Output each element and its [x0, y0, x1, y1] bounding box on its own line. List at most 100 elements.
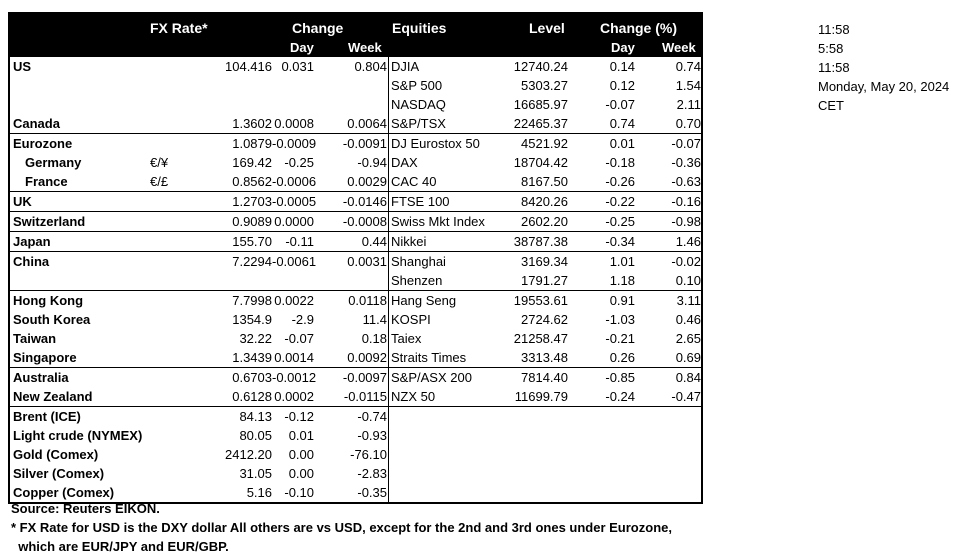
cell-eq-day: -0.07: [605, 97, 635, 112]
cell-equity: S&P 500: [391, 78, 443, 93]
cell-fx-day: -0.11: [285, 234, 314, 249]
table-row: Eurozone 1.0879 -0.0009 -0.0091 DJ Eurostox …: [10, 133, 701, 153]
cell-level: 4521.92: [521, 136, 568, 151]
market-data-table: FX Rate* Change Day Week Equities Level …: [8, 12, 703, 504]
cell-country: Canada: [13, 116, 60, 131]
cell-eq-day: 1.18: [609, 273, 635, 288]
cell-eq-week: -0.47: [671, 389, 701, 404]
cell-fx-day: 0.01: [288, 428, 314, 443]
column-divider: [388, 14, 389, 502]
cell-equity: DAX: [391, 155, 418, 170]
header-eq-day: Day: [611, 40, 635, 55]
cell-fx-day: -0.0061: [272, 254, 317, 269]
cell-country: US: [13, 59, 32, 74]
header-fx-day: Day: [290, 40, 314, 55]
cell-level: 5303.27: [521, 78, 568, 93]
header-level: Level: [529, 20, 565, 36]
cell-pair: €/£: [150, 174, 169, 189]
cell-country: South Korea: [13, 312, 91, 327]
cell-fx-day: -0.12: [284, 409, 314, 424]
cell-fx-rate: 32.22: [239, 331, 272, 346]
cell-country: China: [13, 254, 50, 269]
cell-fx-week: -0.93: [357, 428, 387, 443]
cell-fx-day: -0.10: [284, 485, 314, 500]
clock-panel: 11:58 5:58 11:58 Monday, May 20, 2024 CE…: [818, 20, 949, 115]
cell-fx-day: 0.0000: [274, 214, 314, 229]
table-row: US 104.416 0.031 0.804 DJIA 12740.24 0.14 0.74: [10, 57, 701, 76]
cell-country: France: [25, 174, 68, 189]
cell-fx-rate: 155.70: [232, 234, 272, 249]
cell-fx-day: 0.0022: [274, 293, 314, 308]
cell-eq-day: 0.01: [609, 136, 635, 151]
cell-country: Australia: [13, 370, 69, 385]
cell-fx-week: -2.83: [357, 466, 387, 481]
cell-fx-rate: 0.8562: [232, 174, 272, 189]
cell-equity: S&P/TSX: [391, 116, 446, 131]
clock-time-2: 5:58: [818, 41, 844, 56]
cell-level: 1791.27: [521, 273, 568, 288]
cell-level: 8167.50: [521, 174, 568, 189]
cell-eq-week: 3.11: [676, 293, 701, 308]
cell-fx-week: -0.0008: [342, 214, 387, 229]
cell-fx-day: 0.00: [288, 466, 314, 481]
cell-eq-week: 0.74: [675, 59, 701, 74]
cell-eq-week: 0.84: [675, 370, 701, 385]
cell-eq-day: -0.85: [605, 370, 635, 385]
table-row: Gold (Comex) 2412.20 0.00 -76.10: [10, 445, 701, 464]
cell-eq-day: 0.74: [609, 116, 635, 131]
cell-fx-day: -2.9: [291, 312, 314, 327]
cell-eq-day: 0.14: [609, 59, 635, 74]
cell-country: Brent (ICE): [13, 409, 81, 424]
cell-fx-day: -0.0009: [272, 136, 317, 151]
cell-fx-week: -0.94: [357, 155, 387, 170]
cell-eq-day: -0.34: [605, 234, 635, 249]
cell-equity: CAC 40: [391, 174, 437, 189]
cell-fx-week: 0.0029: [347, 174, 387, 189]
cell-equity: Swiss Mkt Index: [391, 214, 485, 229]
clock-time-1: 11:58: [818, 22, 850, 37]
cell-country: Silver (Comex): [13, 466, 105, 481]
cell-eq-day: 0.91: [609, 293, 635, 308]
cell-fx-rate: 84.13: [239, 409, 272, 424]
cell-level: 2602.20: [521, 214, 568, 229]
cell-eq-week: 0.10: [675, 273, 701, 288]
cell-eq-week: -0.07: [671, 136, 701, 151]
table-row: Brent (ICE) 84.13 -0.12 -0.74: [10, 406, 701, 426]
table-row: Shenzen 1791.27 1.18 0.10: [10, 271, 701, 290]
cell-country: Gold (Comex): [13, 447, 99, 462]
cell-fx-day: 0.0014: [274, 350, 314, 365]
cell-fx-week: 0.0118: [348, 293, 387, 308]
cell-level: 18704.42: [513, 155, 568, 170]
table-row: Singapore 1.3439 0.0014 0.0092 Straits Times…: [10, 348, 701, 367]
cell-eq-week: 0.69: [675, 350, 701, 365]
cell-eq-week: -0.63: [671, 174, 701, 189]
table-row: Copper (Comex) 5.16 -0.10 -0.35: [10, 483, 701, 502]
table-row: Light crude (NYMEX) 80.05 0.01 -0.93: [10, 426, 701, 445]
header-fx-rate: FX Rate*: [150, 20, 208, 36]
cell-fx-week: -0.0097: [342, 370, 387, 385]
cell-eq-week: -0.16: [671, 194, 701, 209]
table-row: UK 1.2703 -0.0005 -0.0146 FTSE 100 8420.26 -0.…: [10, 191, 701, 211]
cell-fx-week: 0.804: [354, 59, 387, 74]
cell-fx-week: -0.0091: [342, 136, 387, 151]
cell-eq-week: 0.70: [675, 116, 701, 131]
cell-fx-week: -0.0115: [343, 389, 387, 404]
cell-fx-week: 0.18: [361, 331, 387, 346]
table-row: China 7.2294 -0.0061 0.0031 Shanghai 3169.34 1…: [10, 251, 701, 271]
cell-level: 2724.62: [521, 312, 568, 327]
cell-eq-week: 1.54: [675, 78, 701, 93]
cell-eq-day: -1.03: [605, 312, 635, 327]
cell-country: Taiwan: [13, 331, 57, 346]
cell-fx-rate: 1.3602: [232, 116, 272, 131]
cell-fx-day: 0.0002: [274, 389, 314, 404]
clock-date: Monday, May 20, 2024: [818, 79, 950, 94]
cell-level: 12740.24: [513, 59, 568, 74]
header-change: Change: [292, 20, 344, 36]
cell-eq-week: 2.65: [675, 331, 701, 346]
cell-fx-rate: 1.0879: [232, 136, 272, 151]
cell-eq-day: 0.26: [609, 350, 635, 365]
table-row: France €/£ 0.8562 -0.0006 0.0029 CAC 40 8167.5…: [10, 172, 701, 191]
cell-equity: NZX 50: [391, 389, 436, 404]
cell-level: 3169.34: [521, 254, 568, 269]
table-row: Australia 0.6703 -0.0012 -0.0097 S&P/ASX 200…: [10, 367, 701, 387]
